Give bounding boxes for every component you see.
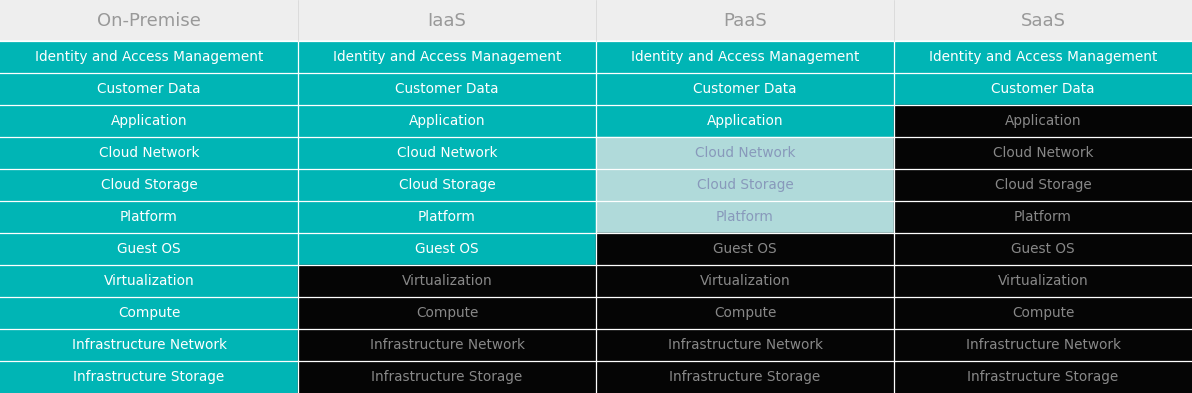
Bar bbox=[0, 41, 298, 73]
Bar bbox=[596, 361, 894, 393]
Text: Identity and Access Management: Identity and Access Management bbox=[631, 50, 859, 64]
Text: Identity and Access Management: Identity and Access Management bbox=[929, 50, 1157, 64]
Bar bbox=[298, 329, 596, 361]
Text: Customer Data: Customer Data bbox=[98, 82, 200, 96]
Text: Platform: Platform bbox=[418, 210, 476, 224]
Bar bbox=[0, 361, 298, 393]
Bar bbox=[894, 169, 1192, 201]
Text: Infrastructure Storage: Infrastructure Storage bbox=[968, 370, 1118, 384]
Text: Application: Application bbox=[111, 114, 187, 128]
Bar bbox=[0, 329, 298, 361]
Text: Compute: Compute bbox=[416, 306, 478, 320]
Bar bbox=[0, 0, 1192, 41]
Text: Platform: Platform bbox=[1014, 210, 1072, 224]
Text: Platform: Platform bbox=[716, 210, 774, 224]
Text: Infrastructure Network: Infrastructure Network bbox=[966, 338, 1120, 352]
Text: Cloud Storage: Cloud Storage bbox=[100, 178, 198, 192]
Text: Application: Application bbox=[409, 114, 485, 128]
Text: Guest OS: Guest OS bbox=[713, 242, 777, 256]
Text: Virtualization: Virtualization bbox=[402, 274, 492, 288]
Text: Infrastructure Network: Infrastructure Network bbox=[668, 338, 822, 352]
Bar bbox=[298, 265, 596, 297]
Bar bbox=[0, 233, 298, 265]
Text: Cloud Storage: Cloud Storage bbox=[398, 178, 496, 192]
Text: Guest OS: Guest OS bbox=[117, 242, 181, 256]
Text: Infrastructure Storage: Infrastructure Storage bbox=[372, 370, 522, 384]
Bar bbox=[0, 73, 298, 105]
Text: Cloud Network: Cloud Network bbox=[99, 146, 199, 160]
Bar bbox=[596, 137, 894, 169]
Bar bbox=[298, 41, 596, 73]
Bar bbox=[0, 265, 298, 297]
Text: SaaS: SaaS bbox=[1020, 12, 1066, 29]
Bar bbox=[298, 297, 596, 329]
Text: Guest OS: Guest OS bbox=[1011, 242, 1075, 256]
Text: Virtualization: Virtualization bbox=[700, 274, 790, 288]
Bar bbox=[298, 361, 596, 393]
Bar bbox=[298, 137, 596, 169]
Text: Identity and Access Management: Identity and Access Management bbox=[333, 50, 561, 64]
Bar bbox=[894, 73, 1192, 105]
Text: Compute: Compute bbox=[118, 306, 180, 320]
Bar bbox=[894, 233, 1192, 265]
Text: Customer Data: Customer Data bbox=[396, 82, 498, 96]
Bar bbox=[894, 361, 1192, 393]
Bar bbox=[298, 169, 596, 201]
Text: Application: Application bbox=[707, 114, 783, 128]
Text: Guest OS: Guest OS bbox=[415, 242, 479, 256]
Text: Application: Application bbox=[1005, 114, 1081, 128]
Text: Platform: Platform bbox=[120, 210, 178, 224]
Bar bbox=[596, 169, 894, 201]
Text: Cloud Storage: Cloud Storage bbox=[994, 178, 1092, 192]
Bar bbox=[894, 265, 1192, 297]
Bar bbox=[298, 105, 596, 137]
Bar bbox=[298, 201, 596, 233]
Bar bbox=[894, 201, 1192, 233]
Text: Cloud Storage: Cloud Storage bbox=[696, 178, 794, 192]
Text: Identity and Access Management: Identity and Access Management bbox=[35, 50, 263, 64]
Text: Virtualization: Virtualization bbox=[104, 274, 194, 288]
Text: IaaS: IaaS bbox=[428, 12, 466, 29]
Text: Cloud Network: Cloud Network bbox=[397, 146, 497, 160]
Bar bbox=[596, 233, 894, 265]
Bar bbox=[596, 105, 894, 137]
Bar bbox=[596, 201, 894, 233]
Text: Compute: Compute bbox=[1012, 306, 1074, 320]
Text: Cloud Network: Cloud Network bbox=[993, 146, 1093, 160]
Text: Cloud Network: Cloud Network bbox=[695, 146, 795, 160]
Bar bbox=[596, 73, 894, 105]
Bar bbox=[596, 265, 894, 297]
Bar bbox=[894, 297, 1192, 329]
Bar bbox=[894, 329, 1192, 361]
Text: Customer Data: Customer Data bbox=[992, 82, 1094, 96]
Bar bbox=[0, 105, 298, 137]
Text: Infrastructure Storage: Infrastructure Storage bbox=[74, 370, 224, 384]
Bar bbox=[0, 169, 298, 201]
Bar bbox=[298, 233, 596, 265]
Bar bbox=[894, 137, 1192, 169]
Bar bbox=[596, 41, 894, 73]
Text: Virtualization: Virtualization bbox=[998, 274, 1088, 288]
Text: Compute: Compute bbox=[714, 306, 776, 320]
Bar bbox=[0, 201, 298, 233]
Text: On-Premise: On-Premise bbox=[97, 12, 201, 29]
Text: Infrastructure Network: Infrastructure Network bbox=[72, 338, 226, 352]
Bar bbox=[0, 297, 298, 329]
Bar bbox=[0, 137, 298, 169]
Text: Infrastructure Network: Infrastructure Network bbox=[370, 338, 524, 352]
Bar bbox=[596, 329, 894, 361]
Text: Customer Data: Customer Data bbox=[694, 82, 796, 96]
Bar bbox=[894, 41, 1192, 73]
Bar bbox=[596, 297, 894, 329]
Text: PaaS: PaaS bbox=[724, 12, 766, 29]
Bar bbox=[298, 73, 596, 105]
Text: Infrastructure Storage: Infrastructure Storage bbox=[670, 370, 820, 384]
Bar bbox=[894, 105, 1192, 137]
